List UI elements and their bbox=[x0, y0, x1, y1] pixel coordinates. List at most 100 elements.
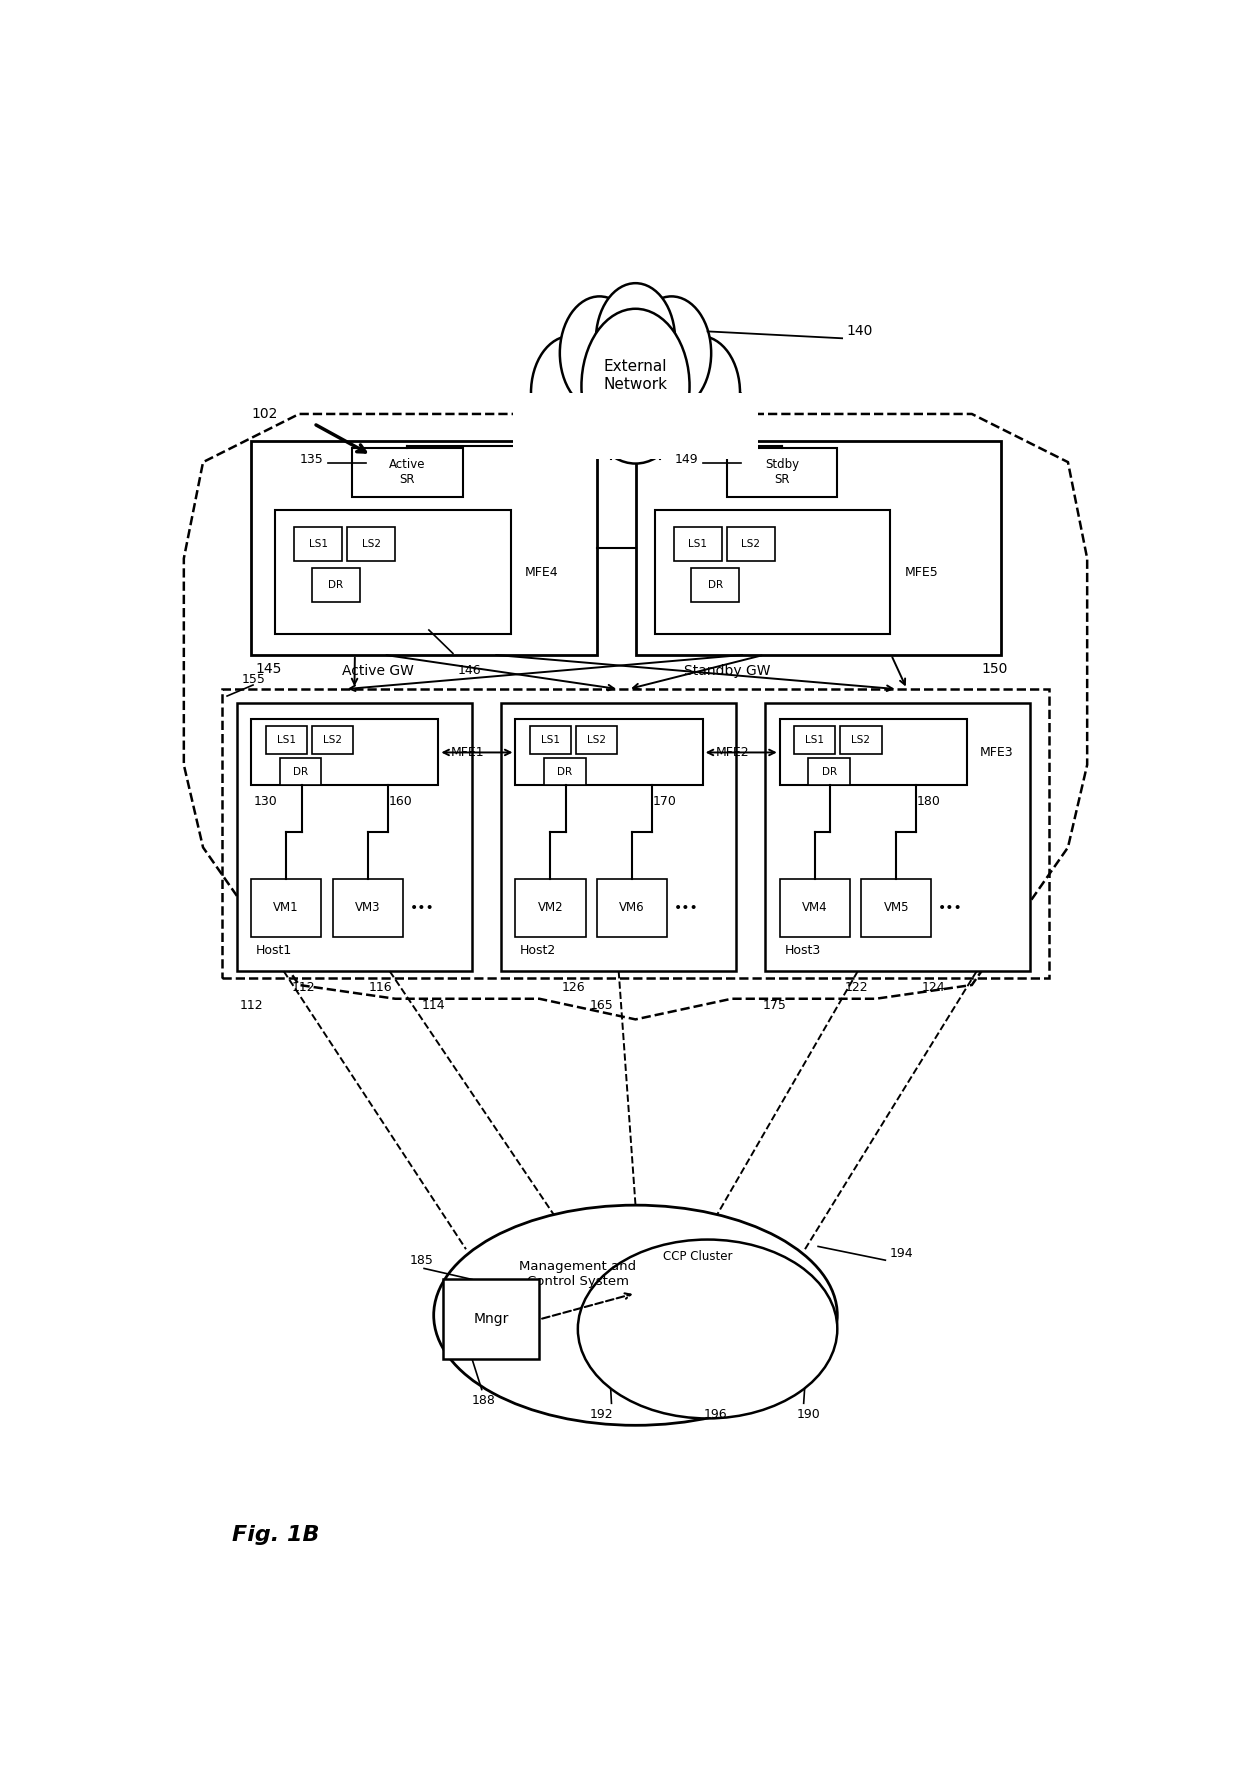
Text: LS1: LS1 bbox=[688, 540, 708, 549]
Text: 175: 175 bbox=[763, 999, 787, 1011]
Text: 196: 196 bbox=[703, 1408, 727, 1421]
Text: 112: 112 bbox=[239, 999, 263, 1011]
FancyBboxPatch shape bbox=[265, 726, 306, 754]
FancyBboxPatch shape bbox=[780, 720, 967, 786]
Ellipse shape bbox=[578, 1240, 837, 1419]
Text: DR: DR bbox=[293, 767, 309, 777]
Text: LS1: LS1 bbox=[805, 734, 825, 745]
Text: 190: 190 bbox=[796, 1408, 821, 1421]
FancyBboxPatch shape bbox=[765, 702, 1029, 972]
Text: Stdby
SR: Stdby SR bbox=[765, 459, 799, 486]
Text: LS2: LS2 bbox=[322, 734, 342, 745]
Circle shape bbox=[632, 297, 712, 409]
Text: 160: 160 bbox=[388, 795, 412, 808]
Text: MFE5: MFE5 bbox=[905, 566, 939, 579]
Text: 146: 146 bbox=[458, 665, 481, 677]
Text: DR: DR bbox=[822, 767, 837, 777]
Text: MFE4: MFE4 bbox=[525, 566, 558, 579]
Text: CCP Cluster: CCP Cluster bbox=[663, 1249, 733, 1263]
Text: 194: 194 bbox=[890, 1247, 914, 1260]
Text: DR: DR bbox=[557, 767, 573, 777]
Text: MFE3: MFE3 bbox=[980, 745, 1013, 759]
Text: 112: 112 bbox=[293, 981, 316, 994]
Text: 130: 130 bbox=[254, 795, 278, 808]
Text: 126: 126 bbox=[562, 981, 585, 994]
Text: Active GW: Active GW bbox=[342, 665, 414, 679]
Text: •••: ••• bbox=[939, 901, 963, 915]
FancyBboxPatch shape bbox=[655, 511, 890, 634]
Text: Ctrl1: Ctrl1 bbox=[656, 1287, 687, 1299]
FancyBboxPatch shape bbox=[250, 879, 321, 936]
Circle shape bbox=[596, 282, 675, 397]
FancyBboxPatch shape bbox=[294, 527, 342, 561]
FancyBboxPatch shape bbox=[352, 449, 463, 497]
FancyBboxPatch shape bbox=[635, 441, 1001, 654]
FancyBboxPatch shape bbox=[311, 568, 360, 602]
Text: •••: ••• bbox=[409, 901, 434, 915]
FancyBboxPatch shape bbox=[250, 441, 596, 654]
FancyBboxPatch shape bbox=[780, 879, 849, 936]
Text: VM1: VM1 bbox=[273, 901, 299, 915]
Text: LS2: LS2 bbox=[742, 540, 760, 549]
FancyBboxPatch shape bbox=[727, 449, 837, 497]
Text: 185: 185 bbox=[409, 1254, 434, 1267]
Text: VM4: VM4 bbox=[802, 901, 827, 915]
FancyBboxPatch shape bbox=[501, 702, 737, 972]
Text: Management and
Control System: Management and Control System bbox=[520, 1260, 636, 1288]
FancyBboxPatch shape bbox=[794, 726, 836, 754]
FancyBboxPatch shape bbox=[250, 720, 439, 786]
Text: 170: 170 bbox=[652, 795, 676, 808]
Text: MFE2: MFE2 bbox=[715, 745, 749, 759]
Text: 150: 150 bbox=[982, 661, 1008, 675]
Circle shape bbox=[582, 309, 689, 463]
FancyBboxPatch shape bbox=[332, 879, 403, 936]
FancyBboxPatch shape bbox=[596, 879, 667, 936]
Text: Ctrl3: Ctrl3 bbox=[699, 1358, 730, 1371]
Circle shape bbox=[531, 336, 610, 450]
FancyBboxPatch shape bbox=[516, 720, 703, 786]
Text: VM6: VM6 bbox=[619, 901, 645, 915]
Text: 135: 135 bbox=[299, 452, 324, 466]
FancyBboxPatch shape bbox=[275, 511, 511, 634]
Text: VM3: VM3 bbox=[355, 901, 381, 915]
Text: 192: 192 bbox=[590, 1408, 614, 1421]
FancyBboxPatch shape bbox=[347, 527, 396, 561]
Text: LS1: LS1 bbox=[309, 540, 327, 549]
Ellipse shape bbox=[434, 1204, 837, 1426]
Text: VM5: VM5 bbox=[884, 901, 909, 915]
FancyBboxPatch shape bbox=[311, 726, 353, 754]
FancyBboxPatch shape bbox=[722, 1265, 794, 1322]
Text: External
Network: External Network bbox=[604, 359, 667, 391]
FancyBboxPatch shape bbox=[841, 726, 882, 754]
FancyBboxPatch shape bbox=[529, 726, 572, 754]
FancyBboxPatch shape bbox=[575, 726, 618, 754]
Text: 114: 114 bbox=[422, 999, 445, 1011]
Text: 188: 188 bbox=[472, 1394, 496, 1406]
Text: Host3: Host3 bbox=[785, 945, 821, 958]
Text: 140: 140 bbox=[847, 325, 873, 338]
FancyBboxPatch shape bbox=[237, 702, 472, 972]
Text: •••: ••• bbox=[675, 901, 699, 915]
Text: 145: 145 bbox=[255, 661, 283, 675]
Text: LS2: LS2 bbox=[587, 734, 606, 745]
Text: DR: DR bbox=[329, 581, 343, 590]
Text: 122: 122 bbox=[844, 981, 868, 994]
FancyBboxPatch shape bbox=[544, 758, 585, 786]
Text: Host2: Host2 bbox=[521, 945, 557, 958]
Text: Ctrl2: Ctrl2 bbox=[743, 1287, 773, 1299]
Text: VM2: VM2 bbox=[538, 901, 563, 915]
FancyBboxPatch shape bbox=[675, 527, 722, 561]
Text: Mngr: Mngr bbox=[474, 1312, 510, 1326]
Text: 180: 180 bbox=[916, 795, 941, 808]
Text: Fig. 1B: Fig. 1B bbox=[232, 1526, 320, 1546]
Text: 102: 102 bbox=[250, 407, 278, 422]
Text: Standby GW: Standby GW bbox=[683, 665, 770, 679]
FancyBboxPatch shape bbox=[635, 1265, 708, 1322]
Text: 149: 149 bbox=[675, 452, 698, 466]
Text: LS2: LS2 bbox=[852, 734, 870, 745]
FancyBboxPatch shape bbox=[513, 393, 758, 459]
FancyBboxPatch shape bbox=[808, 758, 849, 786]
Text: LS2: LS2 bbox=[362, 540, 381, 549]
FancyBboxPatch shape bbox=[444, 1279, 539, 1360]
FancyBboxPatch shape bbox=[691, 568, 739, 602]
